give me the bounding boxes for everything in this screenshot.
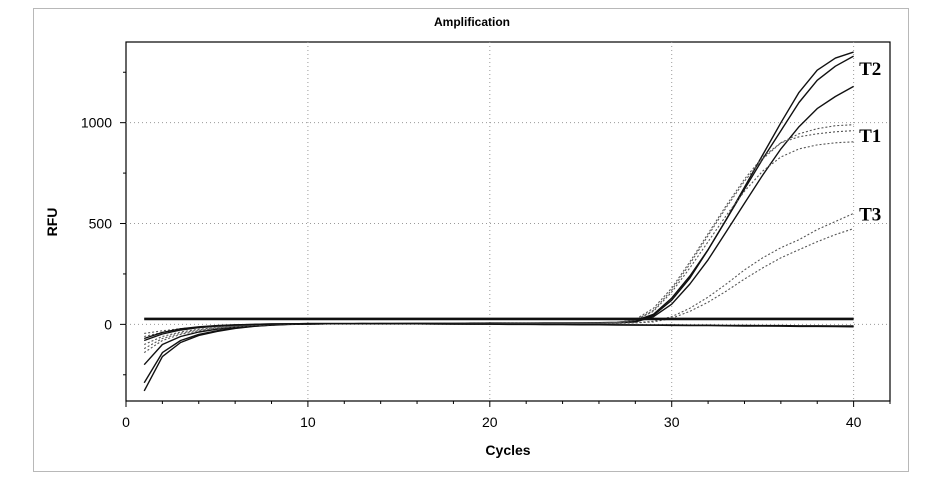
curve-label-t3: T3 [859, 204, 881, 225]
plot-area [126, 42, 890, 401]
y-tick-label: 1000 [81, 115, 112, 131]
curve-label-t2: T2 [859, 59, 881, 80]
y-tick-label: 0 [104, 316, 112, 332]
x-axis-label: Cycles [485, 442, 530, 458]
x-tick-label: 10 [300, 414, 316, 430]
chart-title: Amplification [434, 15, 510, 29]
y-axis-label: RFU [44, 208, 60, 237]
y-tick-label: 500 [89, 216, 113, 232]
x-tick-label: 30 [664, 414, 680, 430]
x-tick-label: 40 [846, 414, 862, 430]
x-tick-label: 0 [122, 414, 130, 430]
x-tick-label: 20 [482, 414, 498, 430]
curve-label-t1: T1 [859, 126, 881, 147]
